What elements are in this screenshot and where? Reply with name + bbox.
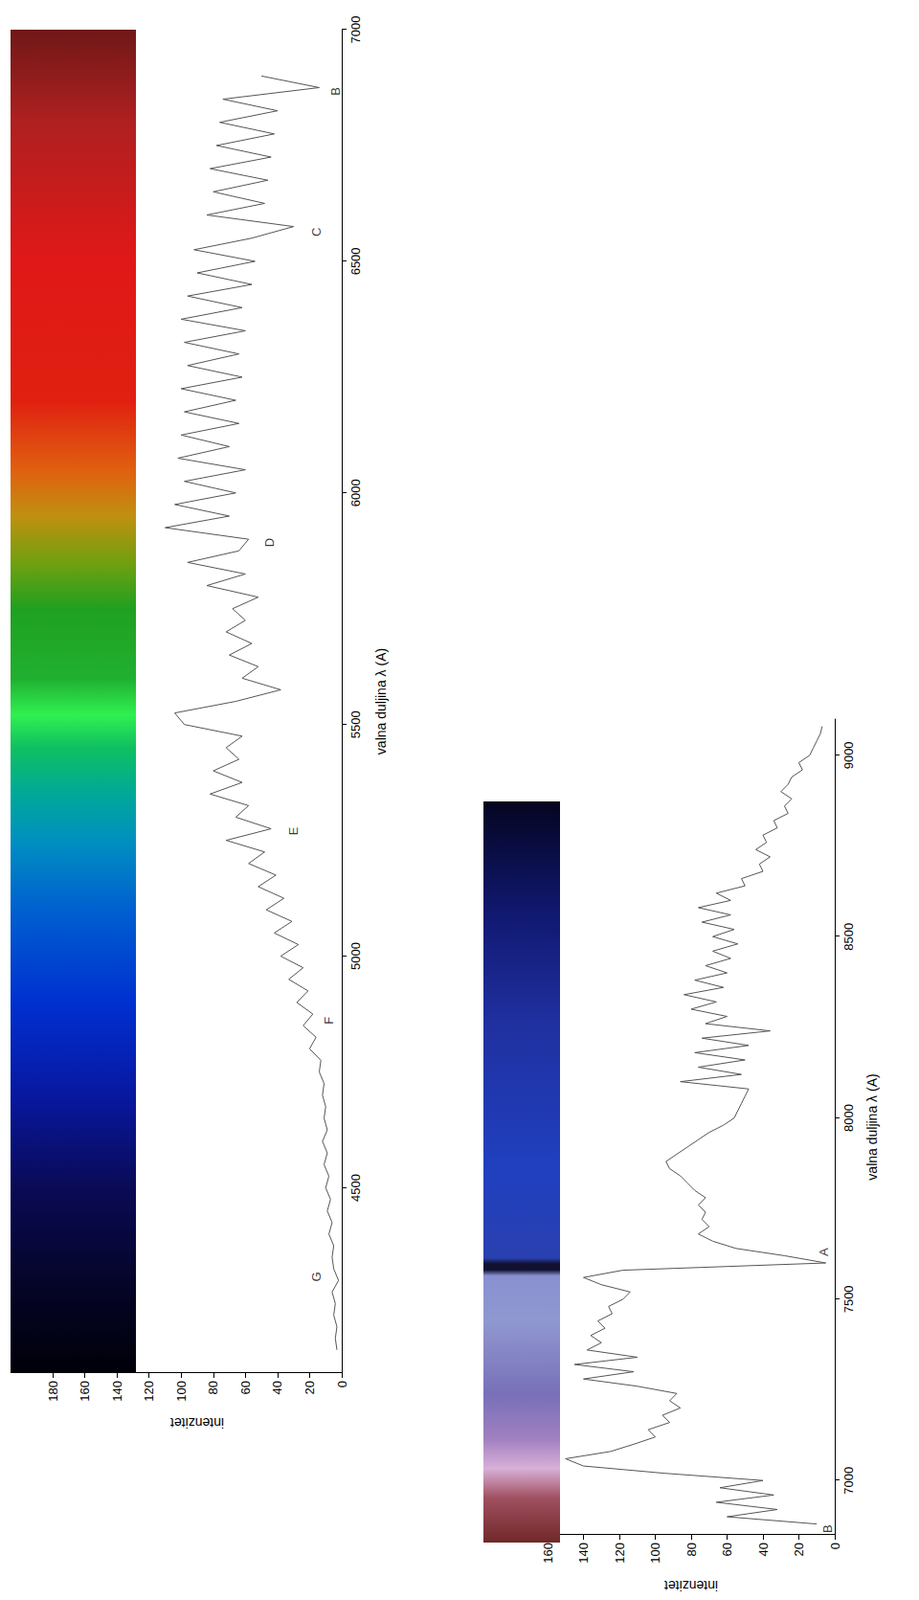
svg-text:B: B <box>328 87 343 96</box>
svg-text:7000: 7000 <box>841 1466 856 1495</box>
svg-text:G: G <box>309 1271 324 1281</box>
svg-text:intenzitet: intenzitet <box>170 1414 225 1431</box>
svg-text:intenzitet: intenzitet <box>664 1577 718 1593</box>
svg-text:0: 0 <box>335 1380 350 1388</box>
svg-text:140: 140 <box>110 1380 125 1402</box>
svg-text:40: 40 <box>756 1542 771 1556</box>
svg-text:160: 160 <box>77 1380 92 1402</box>
svg-text:140: 140 <box>576 1542 591 1564</box>
svg-text:20: 20 <box>791 1542 807 1556</box>
svg-text:4500: 4500 <box>348 1173 363 1202</box>
svg-text:A: A <box>816 1247 831 1256</box>
svg-text:F: F <box>321 1016 337 1025</box>
svg-text:8500: 8500 <box>841 922 856 951</box>
svg-text:180: 180 <box>45 1380 61 1402</box>
svg-text:8000: 8000 <box>841 1103 856 1132</box>
svg-text:80: 80 <box>684 1542 699 1556</box>
svg-text:6500: 6500 <box>348 246 363 275</box>
svg-text:60: 60 <box>238 1380 253 1394</box>
svg-text:5000: 5000 <box>348 941 363 970</box>
svg-text:9000: 9000 <box>841 740 856 769</box>
svg-text:6000: 6000 <box>348 478 363 507</box>
svg-text:120: 120 <box>141 1380 157 1402</box>
svg-text:D: D <box>262 537 277 547</box>
svg-text:C: C <box>309 227 324 237</box>
svg-text:5500: 5500 <box>348 710 363 739</box>
svg-text:40: 40 <box>269 1380 285 1394</box>
svg-text:60: 60 <box>719 1542 735 1556</box>
svg-text:7500: 7500 <box>841 1284 856 1313</box>
svg-text:100: 100 <box>174 1380 189 1402</box>
svg-text:valna duljina λ (A): valna duljina λ (A) <box>373 648 389 755</box>
svg-text:160: 160 <box>540 1542 556 1564</box>
svg-text:100: 100 <box>648 1542 663 1564</box>
svg-text:80: 80 <box>205 1380 221 1394</box>
svg-text:20: 20 <box>302 1380 317 1394</box>
svg-text:B: B <box>820 1524 835 1533</box>
svg-text:valna duljina λ (A): valna duljina λ (A) <box>864 1073 880 1180</box>
svg-text:7000: 7000 <box>348 16 363 45</box>
svg-text:0: 0 <box>828 1542 843 1549</box>
svg-text:120: 120 <box>612 1542 628 1564</box>
svg-text:E: E <box>286 826 301 835</box>
